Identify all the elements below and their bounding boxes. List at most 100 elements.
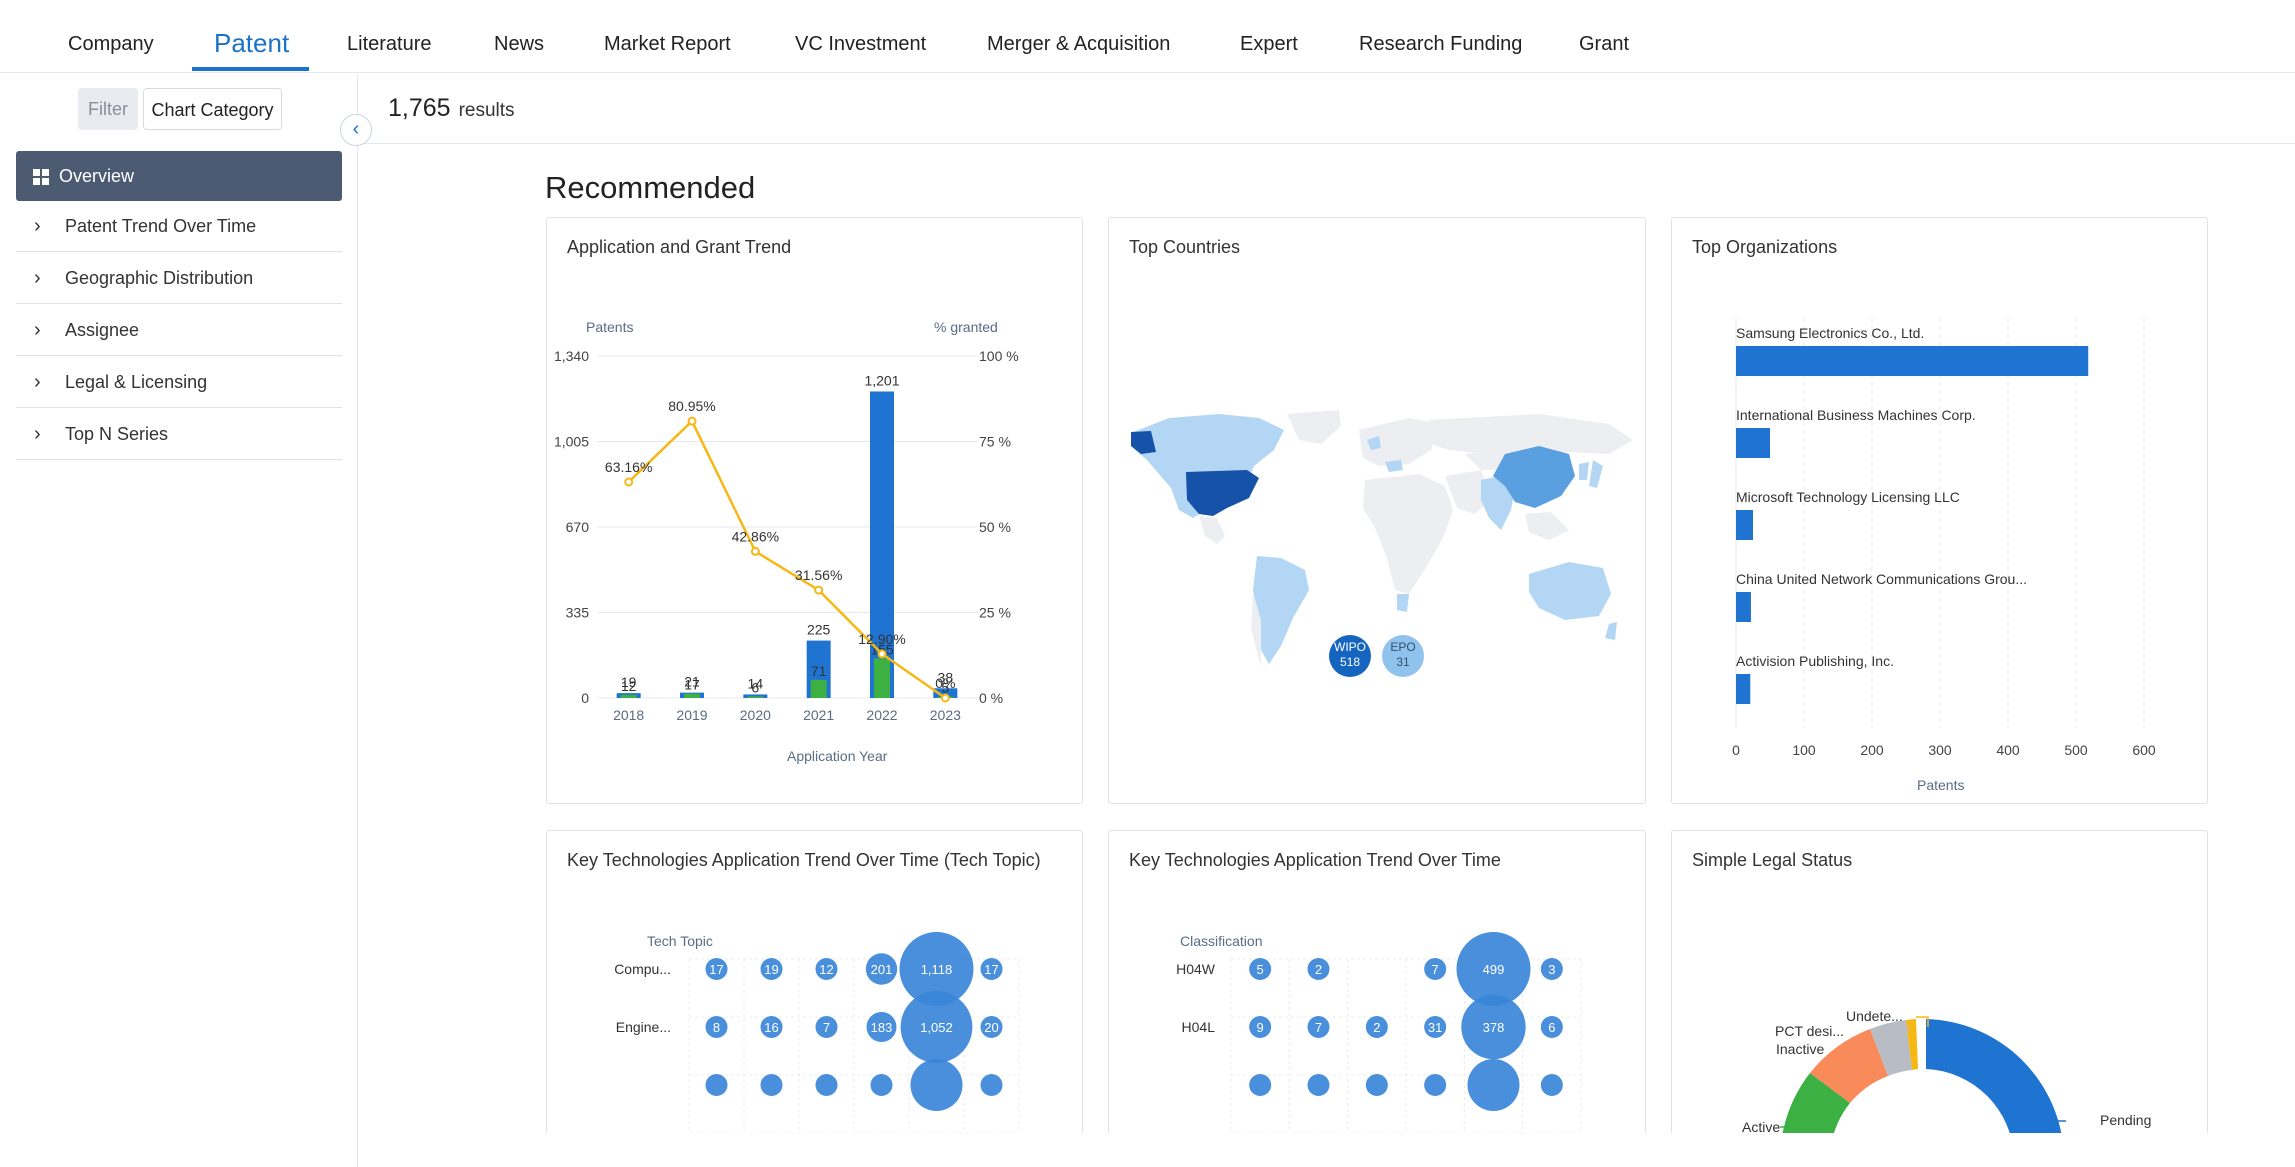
card-application-grant-trend[interactable]: Application and Grant Trend 00 %33525 %6… xyxy=(546,217,1083,804)
bar-grants[interactable] xyxy=(811,680,827,698)
point-percent-granted[interactable] xyxy=(942,695,949,702)
grant-label: 17 xyxy=(684,677,700,693)
y-tick-label: 670 xyxy=(566,519,590,535)
map-new-zealand xyxy=(1605,622,1617,640)
tab-vc-investment[interactable]: VC Investment xyxy=(795,0,926,73)
bubble-value: 1,118 xyxy=(921,962,953,977)
tab-merger-acquisition[interactable]: Merger & Acquisition xyxy=(987,0,1170,73)
tab-patent[interactable]: Patent xyxy=(214,0,289,73)
card-top-organizations[interactable]: Top Organizations 0100200300400500600 Pa… xyxy=(1671,217,2208,804)
percent-label: 42.86% xyxy=(732,528,779,544)
bubble-value: 19 xyxy=(764,962,778,977)
bubble[interactable] xyxy=(1541,1074,1563,1096)
bubble-wipo[interactable]: WIPO 518 xyxy=(1329,635,1371,677)
x-tick-label: 2020 xyxy=(740,707,771,723)
results-label: results xyxy=(459,100,515,121)
bubble-value: 16 xyxy=(764,1020,778,1035)
bar-grants[interactable] xyxy=(747,696,763,698)
bubble-value: 17 xyxy=(709,962,723,977)
x-tick-label: 500 xyxy=(2064,742,2088,758)
x-axis-title: Patents xyxy=(1917,777,1964,793)
bubble[interactable] xyxy=(911,1059,963,1111)
collapse-sidebar-button[interactable]: ‹ xyxy=(340,114,372,146)
sidebar-item-geographic[interactable]: › Geographic Distribution xyxy=(16,252,342,304)
sidebar-item-legal[interactable]: › Legal & Licensing xyxy=(16,356,342,408)
map-usa xyxy=(1186,470,1259,516)
x-axis-title: Application Year xyxy=(787,748,888,764)
bubble[interactable] xyxy=(1249,1074,1271,1096)
bubble[interactable] xyxy=(706,1074,728,1096)
bubble[interactable] xyxy=(981,1074,1003,1096)
filter-toggle[interactable]: Filter xyxy=(78,88,138,130)
bar-organization[interactable] xyxy=(1736,674,1750,704)
bar-grants[interactable] xyxy=(621,695,637,698)
tab-company[interactable]: Company xyxy=(68,0,154,73)
bar-organization[interactable] xyxy=(1736,346,2088,376)
section-title: Recommended xyxy=(545,170,755,206)
bubble-epo[interactable]: EPO 31 xyxy=(1382,635,1424,677)
tab-research-funding[interactable]: Research Funding xyxy=(1359,0,1522,73)
tab-grant[interactable]: Grant xyxy=(1579,0,1629,73)
tab-literature[interactable]: Literature xyxy=(347,0,432,73)
chevron-right-icon: › xyxy=(34,356,41,408)
bar-grants[interactable] xyxy=(684,694,700,698)
percent-label: 80.95% xyxy=(668,398,715,414)
tab-expert[interactable]: Expert xyxy=(1240,0,1298,73)
bar-organization[interactable] xyxy=(1736,510,1753,540)
sidebar-item-label: Legal & Licensing xyxy=(65,372,207,392)
bubble-value: 2 xyxy=(1315,962,1322,977)
card-key-tech-classification[interactable]: Key Technologies Application Trend Over … xyxy=(1108,830,1646,1167)
chart-category-toggle[interactable]: Chart Category xyxy=(143,88,282,130)
bubble[interactable] xyxy=(871,1074,893,1096)
map-greenland xyxy=(1287,410,1341,444)
category-label: Activision Publishing, Inc. xyxy=(1736,653,1894,669)
point-percent-granted[interactable] xyxy=(752,548,759,555)
point-percent-granted[interactable] xyxy=(879,650,886,657)
card-key-tech-topic[interactable]: Key Technologies Application Trend Over … xyxy=(546,830,1083,1167)
sidebar-item-patent-trend[interactable]: › Patent Trend Over Time xyxy=(16,200,342,252)
grant-label: 71 xyxy=(811,663,827,679)
bubble[interactable] xyxy=(1366,1074,1388,1096)
x-tick-label: 100 xyxy=(1792,742,1816,758)
bar-grants[interactable] xyxy=(874,658,890,698)
point-percent-granted[interactable] xyxy=(625,478,632,485)
x-tick-label: 200 xyxy=(1860,742,1884,758)
percent-label: 12.90% xyxy=(858,631,905,647)
tab-news[interactable]: News xyxy=(494,0,544,73)
y-tick-label: 335 xyxy=(566,605,590,621)
bar-organization[interactable] xyxy=(1736,428,1770,458)
point-percent-granted[interactable] xyxy=(815,587,822,594)
percent-label: 63.16% xyxy=(605,459,652,475)
y-right-tick-label: 75 % xyxy=(979,434,1011,450)
row-label: H04L xyxy=(1182,1019,1216,1035)
row-label: H04W xyxy=(1176,961,1216,977)
x-tick-label: 2022 xyxy=(866,707,897,723)
bubble[interactable] xyxy=(1308,1074,1330,1096)
bubble[interactable] xyxy=(1424,1074,1446,1096)
category-label: Microsoft Technology Licensing LLC xyxy=(1736,489,1960,505)
y-right-tick-label: 100 % xyxy=(979,348,1019,364)
sidebar-item-assignee[interactable]: › Assignee xyxy=(16,304,342,356)
x-tick-label: 2023 xyxy=(930,707,961,723)
sidebar-item-overview[interactable]: Overview xyxy=(16,151,342,201)
bubble[interactable] xyxy=(816,1074,838,1096)
sidebar: Filter Chart Category Overview › Patent … xyxy=(0,74,358,1167)
y-right-tick-label: 0 % xyxy=(979,690,1003,706)
tab-market-report[interactable]: Market Report xyxy=(604,0,731,73)
map-australia xyxy=(1529,562,1611,620)
bubble-value: 183 xyxy=(871,1020,893,1035)
grant-label: 6 xyxy=(751,679,759,695)
results-count: 1,765 xyxy=(388,94,451,122)
bubble-value: 6 xyxy=(1548,1020,1555,1035)
sidebar-item-top-n[interactable]: › Top N Series xyxy=(16,408,342,460)
legend-label-inactive: Inactive xyxy=(1776,1041,1824,1057)
bubble[interactable] xyxy=(761,1074,783,1096)
card-simple-legal-status[interactable]: Simple Legal Status Undete... PCT desi..… xyxy=(1671,830,2208,1167)
chevron-right-icon: › xyxy=(34,304,41,356)
card-top-countries[interactable]: Top Countries WIPO xyxy=(1108,217,1646,804)
bubble-value: 1,052 xyxy=(920,1020,953,1035)
point-percent-granted[interactable] xyxy=(689,418,696,425)
legend-label-undetermined: Undete... xyxy=(1846,1008,1903,1024)
bubble[interactable] xyxy=(1468,1059,1520,1111)
bar-organization[interactable] xyxy=(1736,592,1751,622)
